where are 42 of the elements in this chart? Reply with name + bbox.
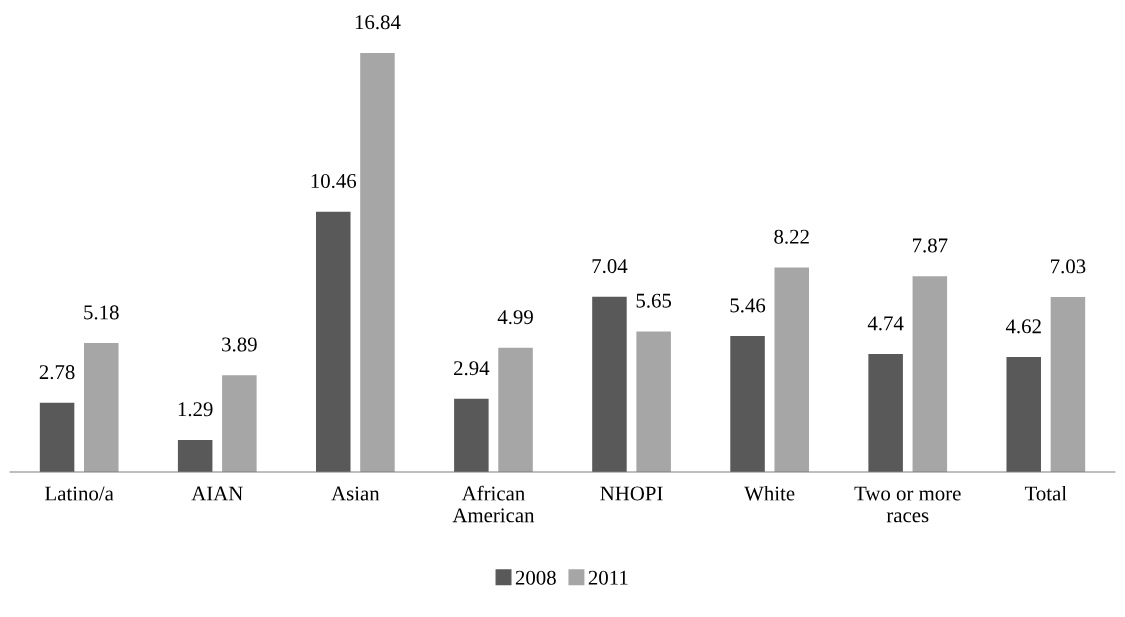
data-label: 7.03 [1051,259,1086,274]
bar [1006,357,1041,473]
bar [730,336,765,473]
bar [360,52,395,473]
bar [222,375,257,473]
data-label: 2.78 [39,365,75,380]
bar [592,296,627,473]
bar [316,211,351,473]
x-tick-label: Two or more races [854,486,961,523]
data-label: 5.65 [636,293,672,308]
x-tick-label: NHOPI [600,486,663,501]
data-label: 10.46 [311,173,357,189]
x-tick-label: AIAN [191,486,243,501]
bar [498,347,533,473]
bar [39,402,75,473]
data-label: 1.29 [178,402,213,417]
bar [774,267,809,473]
legend-label: 2008 [515,570,556,585]
data-label: 5.18 [84,305,119,320]
data-label: 4.62 [1005,319,1041,334]
data-label: 16.84 [355,15,401,30]
data-label: 3.89 [222,337,257,352]
x-tick-label: Latino/a [45,486,114,501]
bar [868,354,903,473]
bar [1050,297,1086,473]
data-label: 7.04 [592,259,628,274]
bar [177,439,213,473]
x-tick-label: White [744,485,795,501]
data-label: 2.94 [454,361,490,376]
bar [636,331,671,473]
data-label: 7.87 [912,238,948,253]
data-label: 4.99 [497,310,533,325]
bar [912,276,948,473]
x-tick-label: Total [1024,485,1067,501]
data-label: 4.74 [867,316,904,331]
x-tick-label: Asian [331,486,380,501]
bar [84,343,119,473]
legend-label: 2011 [588,570,628,585]
data-label: 5.46 [730,298,766,313]
x-tick-label: African American [452,485,535,523]
data-label: 8.22 [774,229,809,244]
bar [454,398,489,473]
